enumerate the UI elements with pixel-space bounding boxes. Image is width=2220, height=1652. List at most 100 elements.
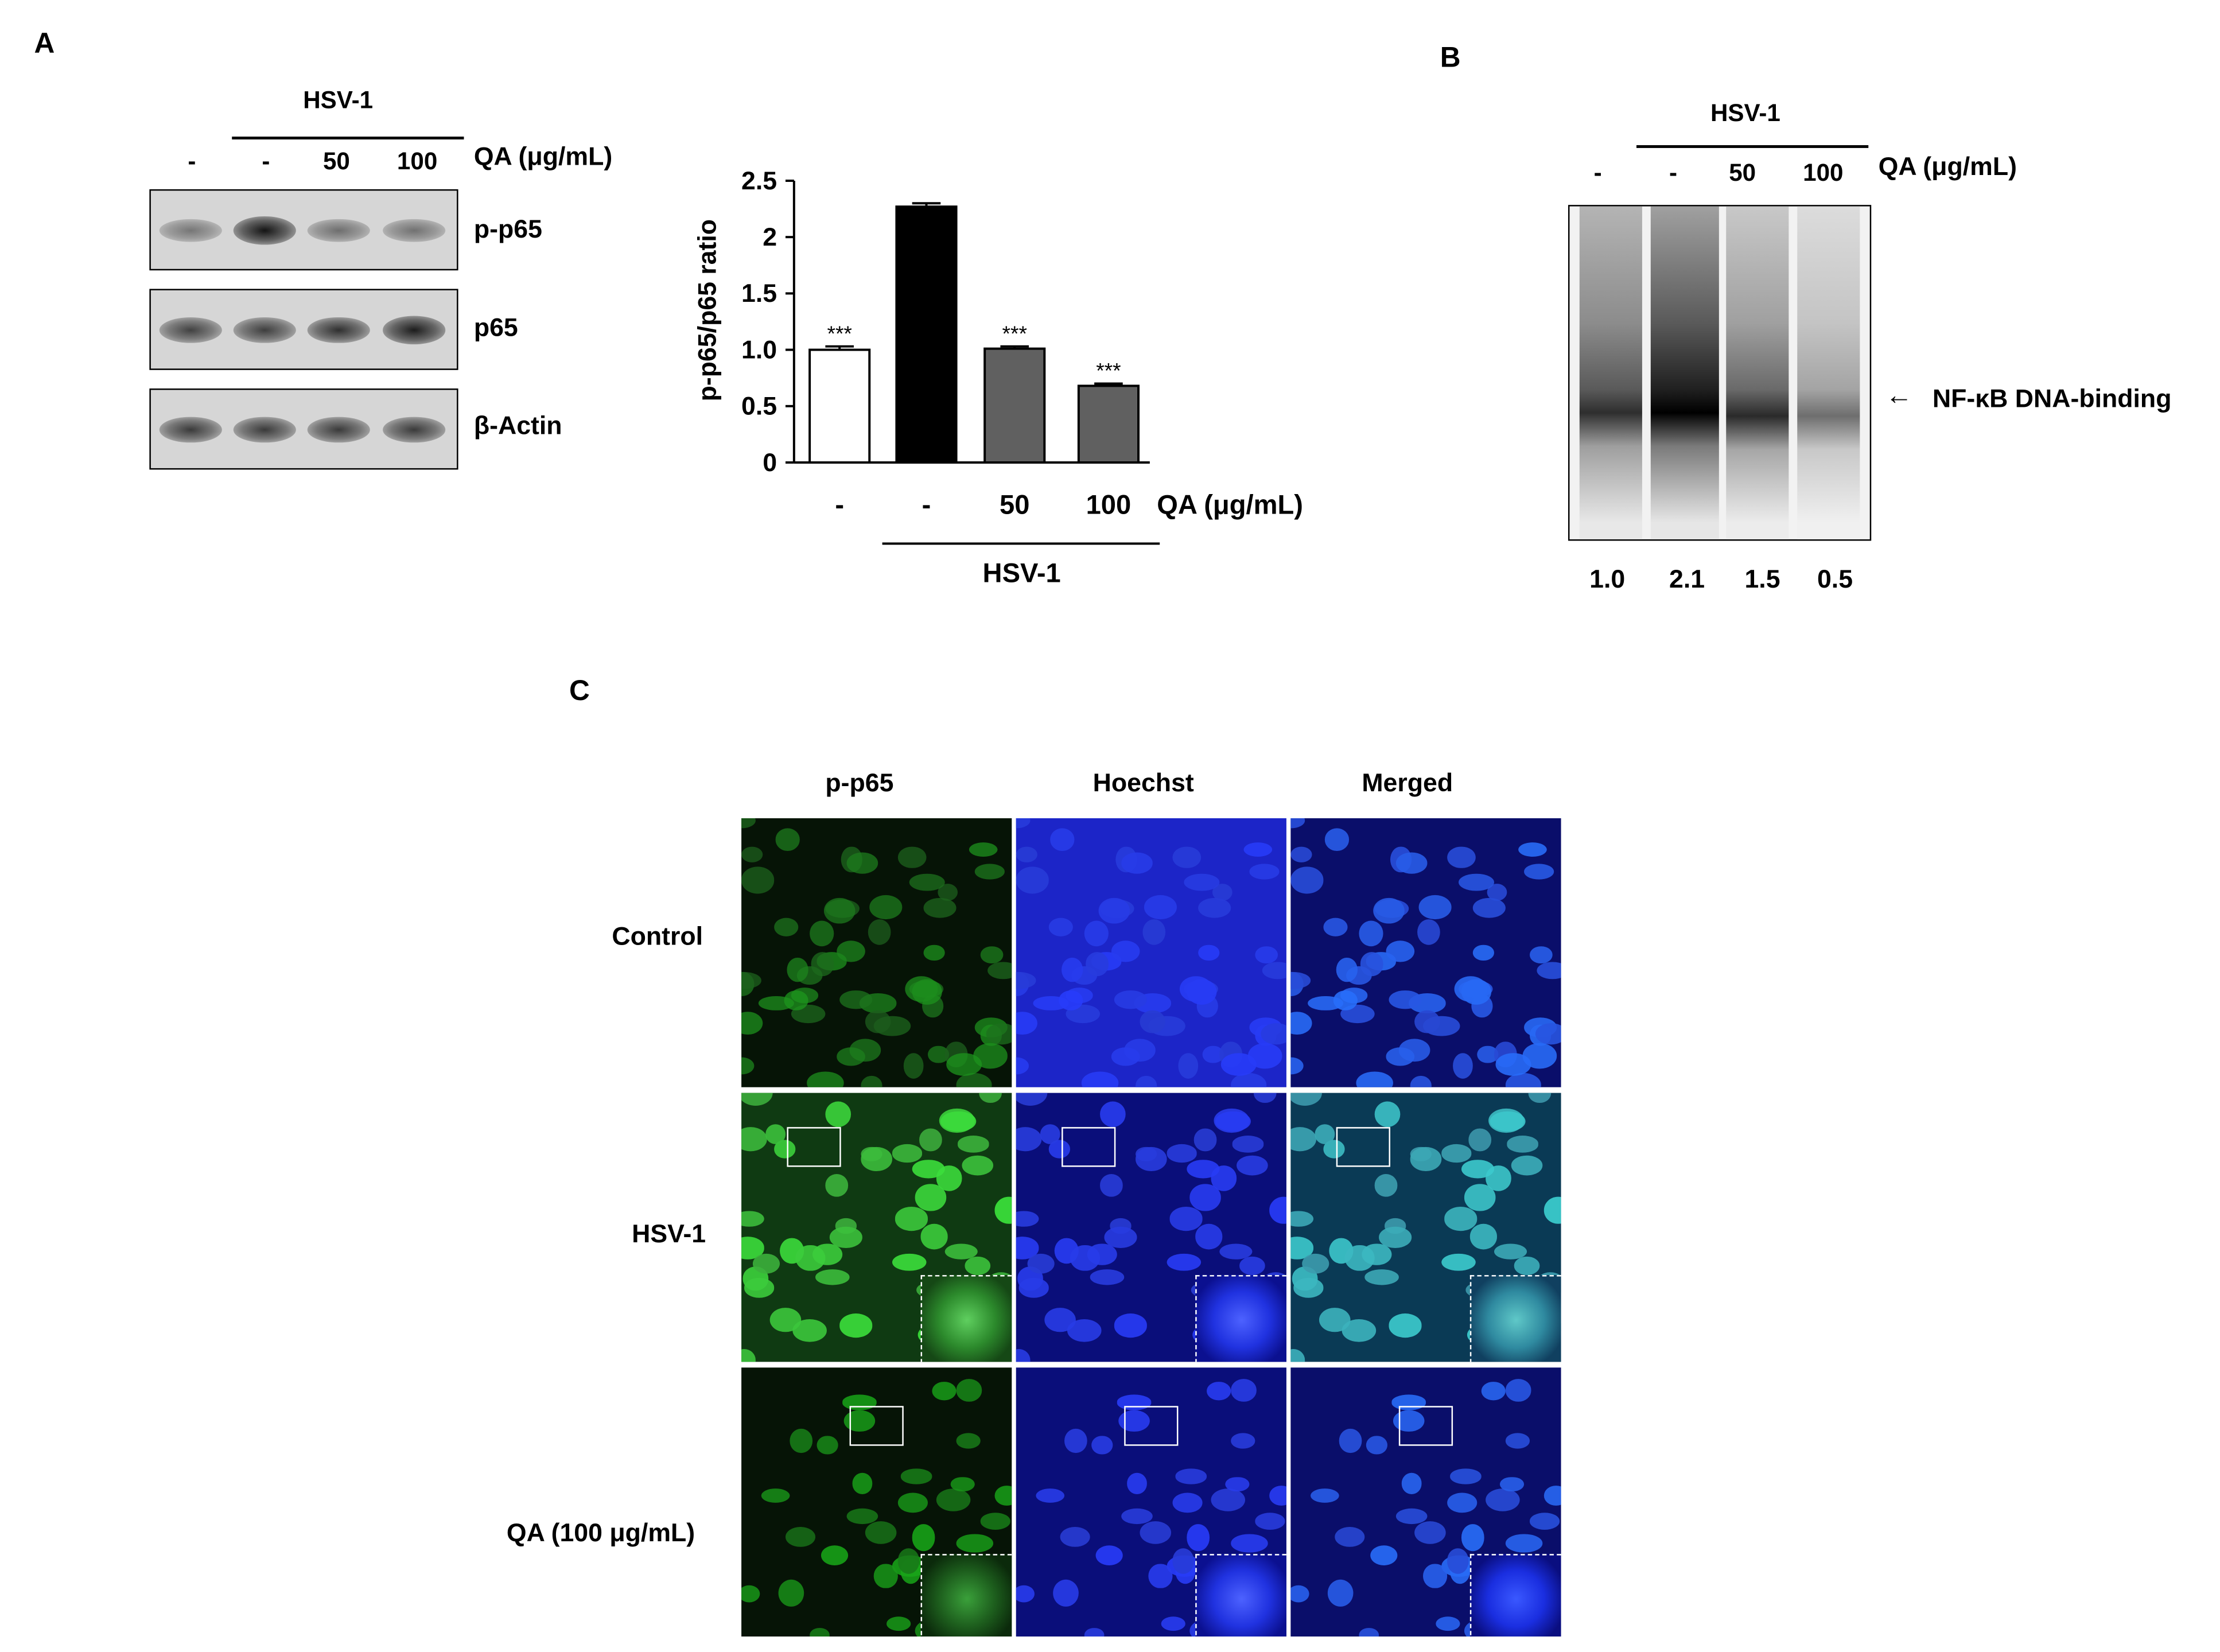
nucleus [1394,1410,1424,1432]
nucleus [1500,1476,1524,1492]
nucleus [1140,1010,1167,1034]
blot-row-label: p65 [473,313,518,342]
x-tick-label: - [835,489,844,519]
nucleus [1359,952,1383,976]
nucleus [864,1521,897,1545]
nucleus [901,1468,932,1484]
nucleus [1490,1110,1526,1132]
x-tick-label: 100 [1086,489,1132,519]
emsa-treatment-label: QA (μg/mL) [1878,152,2017,181]
zoom-inset [920,1275,1012,1362]
nucleus [1462,1524,1485,1550]
nucleus [994,1197,1012,1225]
y-tick-label: 1.5 [741,279,777,308]
nucleus [1226,1476,1250,1492]
if-image-cell [1016,1093,1286,1362]
nucleus [1358,920,1384,947]
nucleus [919,1129,942,1152]
nucleus [1206,1381,1231,1401]
nucleus [1359,1627,1380,1637]
nucleus [1435,1616,1461,1631]
nucleus [898,846,927,868]
blot-treatment-label: QA (μg/mL) [473,142,613,171]
nucleus [1424,1564,1447,1589]
nucleus [1262,961,1286,979]
nucleus [1314,1124,1335,1145]
nucleus [956,1379,981,1402]
nucleus [1169,1207,1203,1231]
nucleus [1364,1268,1400,1285]
nucleus [1082,1072,1119,1087]
nucleus [867,918,891,945]
nucleus [810,1627,830,1637]
nucleus [741,1093,773,1106]
nucleus [909,873,945,891]
nucleus [1485,1488,1521,1512]
blot-strip-p65 [149,289,458,370]
nucleus [1366,1436,1387,1455]
emsa-arrow: ← [1885,381,1913,411]
roi-box [1062,1127,1116,1167]
nucleus [844,1410,875,1432]
nucleus [812,1243,842,1266]
nucleus [1111,941,1141,963]
nucleus [1323,918,1348,937]
nucleus [1319,1308,1351,1333]
nucleus [1187,1160,1219,1179]
nucleus [1302,1253,1329,1274]
if-image-cell [1290,1093,1561,1362]
nucleus [1059,989,1083,1010]
nucleus [1084,920,1109,947]
nucleus [1396,1508,1428,1524]
nucleus [1324,827,1350,851]
nucleus [1385,1047,1415,1067]
nucleus [1454,975,1487,1001]
nucleus [1543,1197,1561,1225]
nucleus [1327,1579,1354,1607]
nucleus [903,1053,924,1079]
nucleus [956,1433,981,1449]
nucleus [1091,1436,1113,1455]
zoom-inset [1469,1554,1561,1637]
nucleus [1469,1129,1491,1152]
nucleus [1416,918,1440,945]
if-image-cell [1016,818,1286,1087]
nucleus [1100,1174,1123,1197]
nucleus [817,1436,838,1455]
nucleus [865,1010,892,1034]
bar [895,205,958,464]
panel-a-letter: A [34,28,55,60]
nucleus [807,1072,845,1087]
nucleus [861,1075,882,1087]
nucleus [924,944,945,961]
nucleus [1198,898,1231,919]
nucleus [1184,873,1220,891]
nucleus [1249,864,1280,880]
nucleus [1418,895,1451,919]
zoom-inset [1195,1275,1286,1362]
nucleus [810,952,834,976]
nucleus [743,1278,775,1299]
nucleus [846,1508,878,1524]
nucleus [1290,1585,1309,1603]
nucleus [1230,1433,1256,1449]
nucleus [874,1564,898,1589]
nucleus [1459,873,1494,891]
nucleus [1167,1253,1201,1271]
bar [983,347,1046,464]
zoom-inset [920,1554,1012,1637]
blot-lane-label: 50 [322,147,350,176]
nucleus [1441,1253,1475,1271]
nucleus [957,1136,990,1152]
nucleus [741,866,775,894]
nucleus [979,1093,1002,1103]
nucleus [1149,1564,1172,1589]
bar [808,348,871,464]
nucleus [912,1524,936,1550]
nucleus [1441,1144,1472,1163]
nucleus [1537,961,1561,979]
nucleus [1506,1534,1542,1553]
nucleus [1230,1379,1256,1402]
nucleus [1389,1314,1422,1338]
significance-label: *** [827,321,852,345]
